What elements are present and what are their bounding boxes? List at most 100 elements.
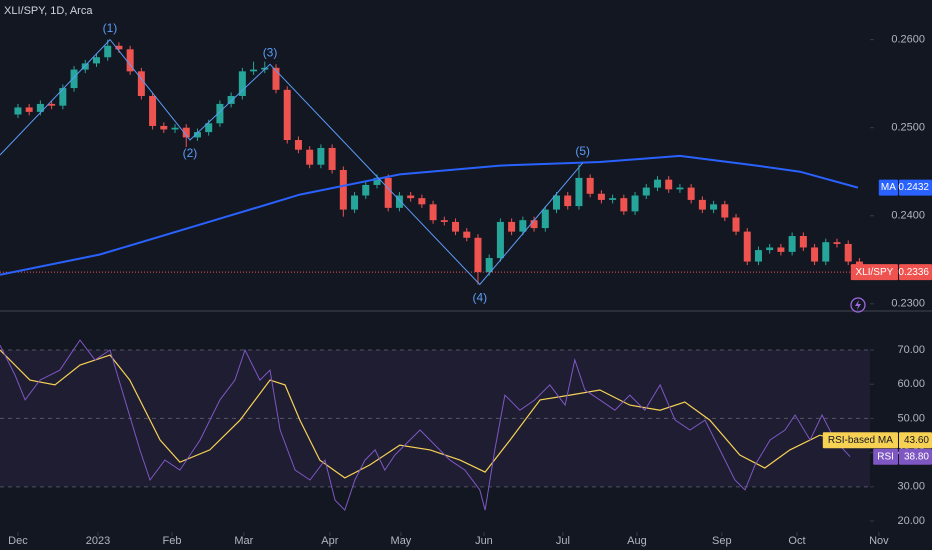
candle-body bbox=[395, 195, 403, 208]
candle-body bbox=[710, 204, 718, 210]
moving-average-line bbox=[0, 154, 859, 276]
candle-body bbox=[721, 204, 729, 218]
candle-body bbox=[351, 195, 359, 210]
wave-label: (4) bbox=[473, 291, 488, 305]
candle-body bbox=[92, 57, 100, 64]
candle-body bbox=[575, 177, 583, 207]
price-tag-value: 0.2336 bbox=[898, 267, 929, 278]
candle-body bbox=[59, 88, 67, 106]
candle-body bbox=[732, 217, 740, 232]
candle-body bbox=[182, 127, 190, 138]
y-tick-label: 70.00 bbox=[897, 344, 925, 356]
candle-body bbox=[171, 127, 179, 130]
wave-label: (3) bbox=[263, 45, 278, 59]
candle-body bbox=[474, 237, 482, 273]
candle-body bbox=[328, 147, 336, 170]
candle-body bbox=[418, 198, 426, 205]
candle-body bbox=[564, 195, 572, 207]
candle-body bbox=[216, 103, 224, 124]
candle-body bbox=[14, 107, 22, 115]
candle-body bbox=[384, 177, 392, 208]
candle-body bbox=[822, 242, 830, 262]
candle-body bbox=[126, 49, 134, 72]
candle-body bbox=[306, 149, 314, 165]
candle-body bbox=[104, 45, 112, 58]
candle-body bbox=[193, 132, 201, 138]
candle-body bbox=[36, 103, 44, 112]
y-tick-label: 0.2600 bbox=[891, 34, 925, 46]
wave-label: (5) bbox=[575, 144, 590, 158]
candle-body bbox=[452, 221, 460, 232]
candle-body bbox=[81, 63, 89, 70]
candle-body bbox=[687, 187, 695, 200]
x-tick-label: Apr bbox=[321, 535, 338, 547]
candle-body bbox=[541, 209, 549, 229]
candle-body bbox=[496, 221, 504, 259]
x-tick-label: Aug bbox=[627, 535, 647, 547]
price-tag-name: XLI/SPY bbox=[855, 267, 893, 278]
candle-body bbox=[317, 147, 325, 165]
price-tag-name: RSI-based MA bbox=[828, 435, 893, 446]
candle-body bbox=[149, 95, 157, 126]
y-tick-label: 20.00 bbox=[897, 515, 925, 527]
x-tick-label: Mar bbox=[234, 535, 253, 547]
candle-body bbox=[676, 187, 684, 190]
candle-body bbox=[743, 231, 751, 262]
price-tag-name-bg bbox=[873, 448, 898, 465]
candle-body bbox=[754, 250, 762, 262]
candle-body bbox=[833, 242, 841, 244]
candle-body bbox=[429, 204, 437, 221]
price-tag-value-bg bbox=[899, 432, 932, 449]
x-tick-label: Jul bbox=[556, 535, 570, 547]
candle-body bbox=[463, 231, 471, 238]
candle-body bbox=[407, 195, 415, 199]
x-tick-label: Feb bbox=[163, 535, 182, 547]
candle-body bbox=[137, 71, 145, 96]
candle-body bbox=[777, 247, 785, 252]
y-tick-label: 50.00 bbox=[897, 412, 925, 424]
price-tag-value: 43.60 bbox=[904, 435, 929, 446]
candle-body bbox=[609, 198, 617, 200]
wave-label: (2) bbox=[183, 146, 198, 160]
candle-body bbox=[620, 198, 628, 212]
candle-body bbox=[205, 123, 213, 133]
price-tag-name-bg bbox=[850, 264, 898, 281]
candle-body bbox=[519, 220, 527, 232]
alert-icon[interactable] bbox=[850, 297, 866, 313]
x-tick-label: Nov bbox=[869, 535, 889, 547]
y-tick-label: 30.00 bbox=[897, 481, 925, 493]
candle-body bbox=[811, 247, 819, 262]
price-tag-name: RSI bbox=[877, 451, 894, 462]
candle-body bbox=[766, 247, 774, 251]
wave-label: (1) bbox=[103, 21, 118, 35]
y-tick-label: 0.2300 bbox=[891, 298, 925, 310]
price-tag-value-bg bbox=[899, 448, 932, 465]
candle-body bbox=[586, 177, 594, 194]
candle-body bbox=[362, 184, 370, 196]
price-tag-value: 0.2432 bbox=[898, 182, 929, 193]
candle-body bbox=[844, 243, 852, 262]
price-tag-name: MA bbox=[881, 182, 896, 193]
candle-body bbox=[70, 69, 78, 89]
price-tag-value-bg bbox=[899, 264, 932, 281]
candle-body bbox=[250, 69, 258, 72]
candle-body bbox=[272, 67, 280, 90]
wave-line bbox=[0, 38, 584, 286]
candle-body bbox=[530, 220, 538, 229]
y-tick-label: 0.2500 bbox=[891, 122, 925, 134]
y-tick-label: 0.2400 bbox=[891, 210, 925, 222]
candle-body bbox=[553, 195, 561, 210]
rsi-line bbox=[0, 339, 851, 512]
candle-body bbox=[227, 95, 235, 104]
candle-body bbox=[115, 45, 123, 50]
price-tag-name-bg bbox=[822, 432, 898, 449]
candle-body bbox=[373, 177, 381, 185]
candle-body bbox=[294, 140, 302, 150]
x-tick-label: Sep bbox=[712, 535, 732, 547]
candle-body bbox=[339, 169, 347, 210]
candle-body bbox=[160, 125, 168, 130]
candle-body bbox=[597, 193, 605, 200]
y-tick-label: 60.00 bbox=[897, 378, 925, 390]
